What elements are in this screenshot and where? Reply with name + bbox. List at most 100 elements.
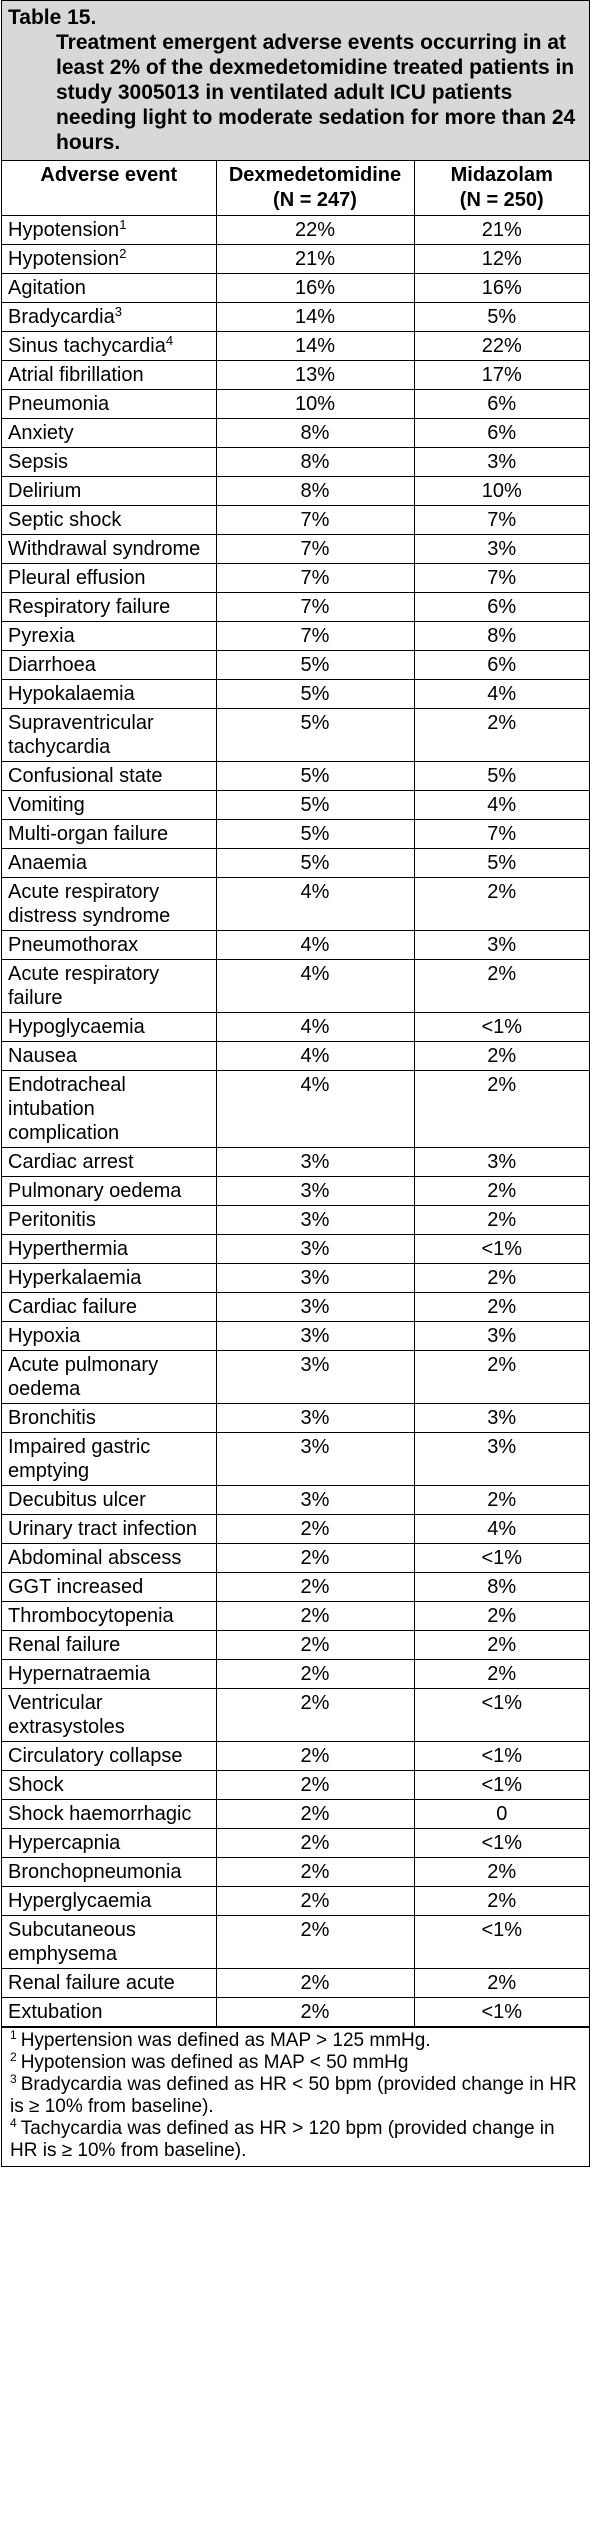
dexmedetomidine-value: 3% xyxy=(215,1350,415,1404)
midazolam-value: 2% xyxy=(413,1176,589,1206)
footnote-ref: 2 xyxy=(119,246,127,261)
table-row: Hypotension1 22% 21% xyxy=(2,215,589,245)
table-row: Bronchopneumonia 2% 2% xyxy=(2,1857,589,1887)
adverse-event-cell: Sepsis xyxy=(2,447,217,477)
dexmedetomidine-value: 8% xyxy=(215,447,415,477)
midazolam-value: 2% xyxy=(413,1263,589,1293)
table-row: Hypokalaemia 5% 4% xyxy=(2,679,589,709)
adverse-event-name: Bronchopneumonia xyxy=(8,1861,182,1883)
table-row: Cardiac failure 3% 2% xyxy=(2,1292,589,1322)
dexmedetomidine-value: 2% xyxy=(215,1915,415,1969)
adverse-event-cell: Thrombocytopenia xyxy=(2,1601,217,1631)
footnote-text: Bradycardia was defined as HR < 50 bpm (… xyxy=(10,2074,577,2117)
adverse-event-cell: Confusional state xyxy=(2,761,217,791)
table-row: Renal failure acute 2% 2% xyxy=(2,1968,589,1998)
adverse-event-cell: Septic shock xyxy=(2,505,217,535)
adverse-event-name: Hypotension xyxy=(8,248,120,270)
dexmedetomidine-value: 8% xyxy=(215,418,415,448)
adverse-event-cell: Anaemia xyxy=(2,848,217,878)
table-row: Hypoxia 3% 3% xyxy=(2,1321,589,1351)
table-row: Pleural effusion 7% 7% xyxy=(2,563,589,593)
table-row: Sinus tachycardia4 14% 22% xyxy=(2,331,589,361)
adverse-event-cell: Bradycardia3 xyxy=(2,302,217,332)
table-row: Hyperkalaemia 3% 2% xyxy=(2,1263,589,1293)
table-row: Pneumothorax 4% 3% xyxy=(2,930,589,960)
adverse-event-cell: Shock haemorrhagic xyxy=(2,1799,217,1829)
adverse-event-cell: Acute respiratory failure xyxy=(2,959,217,1013)
adverse-event-cell: Impaired gastric emptying xyxy=(2,1432,217,1486)
header-adverse-event: Adverse event xyxy=(2,161,217,216)
adverse-event-cell: Hypotension2 xyxy=(2,244,217,274)
table-row: Peritonitis 3% 2% xyxy=(2,1205,589,1235)
dexmedetomidine-value: 3% xyxy=(215,1263,415,1293)
adverse-event-name: Pyrexia xyxy=(8,625,75,647)
midazolam-value: 5% xyxy=(413,302,589,332)
dexmedetomidine-value: 21% xyxy=(215,244,415,274)
dexmedetomidine-value: 2% xyxy=(215,1630,415,1660)
dexmedetomidine-value: 14% xyxy=(215,302,415,332)
midazolam-value: 16% xyxy=(413,273,589,303)
adverse-event-cell: Hypokalaemia xyxy=(2,679,217,709)
midazolam-value: 2% xyxy=(413,877,589,931)
adverse-event-name: Shock haemorrhagic xyxy=(8,1803,192,1825)
table-row: Confusional state 5% 5% xyxy=(2,761,589,791)
midazolam-value: 2% xyxy=(413,1968,589,1998)
adverse-event-cell: Hyperkalaemia xyxy=(2,1263,217,1293)
adverse-event-cell: Hypotension1 xyxy=(2,215,217,245)
dexmedetomidine-value: 7% xyxy=(215,505,415,535)
adverse-event-name: Peritonitis xyxy=(8,1209,96,1231)
adverse-event-cell: Abdominal abscess xyxy=(2,1543,217,1573)
table-row: Delirium 8% 10% xyxy=(2,476,589,506)
table-row: Subcutaneous emphysema 2% <1% xyxy=(2,1915,589,1969)
midazolam-value: 2% xyxy=(413,1601,589,1631)
adverse-event-name: Extubation xyxy=(8,2001,103,2023)
footnote-ref: 1 xyxy=(119,217,127,232)
table-body: Hypotension1 22% 21% Hypotension2 21% 12% Agit… xyxy=(2,215,589,2027)
adverse-event-cell: Hyperthermia xyxy=(2,1234,217,1264)
adverse-event-name: Hypercapnia xyxy=(8,1832,121,1854)
midazolam-value: 5% xyxy=(413,761,589,791)
midazolam-value: 0 xyxy=(413,1799,589,1829)
footnote-marker: 2 xyxy=(10,2050,17,2064)
midazolam-value: <1% xyxy=(413,1543,589,1573)
dexmedetomidine-value: 4% xyxy=(215,959,415,1013)
adverse-event-name: Multi-organ failure xyxy=(8,823,169,845)
adverse-event-name: Sinus tachycardia xyxy=(8,335,166,357)
midazolam-value: 2% xyxy=(413,959,589,1013)
midazolam-value: <1% xyxy=(413,1012,589,1042)
header-mid-n: (N = 250) xyxy=(459,189,544,211)
footnote: 1 Hypertension was defined as MAP > 125 m… xyxy=(10,2029,581,2052)
midazolam-value: 10% xyxy=(413,476,589,506)
adverse-event-name: Renal failure acute xyxy=(8,1972,175,1994)
adverse-event-name: Supraventricular tachycardia xyxy=(8,712,154,758)
adverse-event-name: Acute respiratory distress syndrome xyxy=(8,881,171,927)
dexmedetomidine-value: 5% xyxy=(215,819,415,849)
header-dex-name: Dexmedetomidine xyxy=(228,164,402,186)
midazolam-value: 3% xyxy=(413,1403,589,1433)
table-row: Pneumonia 10% 6% xyxy=(2,389,589,419)
adverse-event-name: Atrial fibrillation xyxy=(8,364,144,386)
midazolam-value: <1% xyxy=(413,1915,589,1969)
footnote: 4 Tachycardia was defined as HR > 120 bpm… xyxy=(10,2117,581,2162)
dexmedetomidine-value: 4% xyxy=(215,1041,415,1071)
adverse-event-cell: Respiratory failure xyxy=(2,592,217,622)
table-row: Acute respiratory distress syndrome 4% 2% xyxy=(2,877,589,931)
dexmedetomidine-value: 2% xyxy=(215,1886,415,1916)
adverse-event-name: Anxiety xyxy=(8,422,74,444)
adverse-event-cell: Circulatory collapse xyxy=(2,1741,217,1771)
midazolam-value: 8% xyxy=(413,1572,589,1602)
adverse-event-cell: Pyrexia xyxy=(2,621,217,651)
midazolam-value: 2% xyxy=(413,1857,589,1887)
adverse-event-name: Cardiac arrest xyxy=(8,1151,134,1173)
dexmedetomidine-value: 16% xyxy=(215,273,415,303)
adverse-event-name: Shock xyxy=(8,1774,64,1796)
header-mid-name: Midazolam xyxy=(450,164,553,186)
adverse-event-name: Pleural effusion xyxy=(8,567,146,589)
table-row: Agitation 16% 16% xyxy=(2,273,589,303)
footnotes: 1 Hypertension was defined as MAP > 125 m… xyxy=(2,2027,589,2166)
adverse-event-name: Respiratory failure xyxy=(8,596,171,618)
table-row: Multi-organ failure 5% 7% xyxy=(2,819,589,849)
adverse-event-cell: Hypernatraemia xyxy=(2,1659,217,1689)
dexmedetomidine-value: 4% xyxy=(215,1070,415,1148)
table-row: Withdrawal syndrome 7% 3% xyxy=(2,534,589,564)
